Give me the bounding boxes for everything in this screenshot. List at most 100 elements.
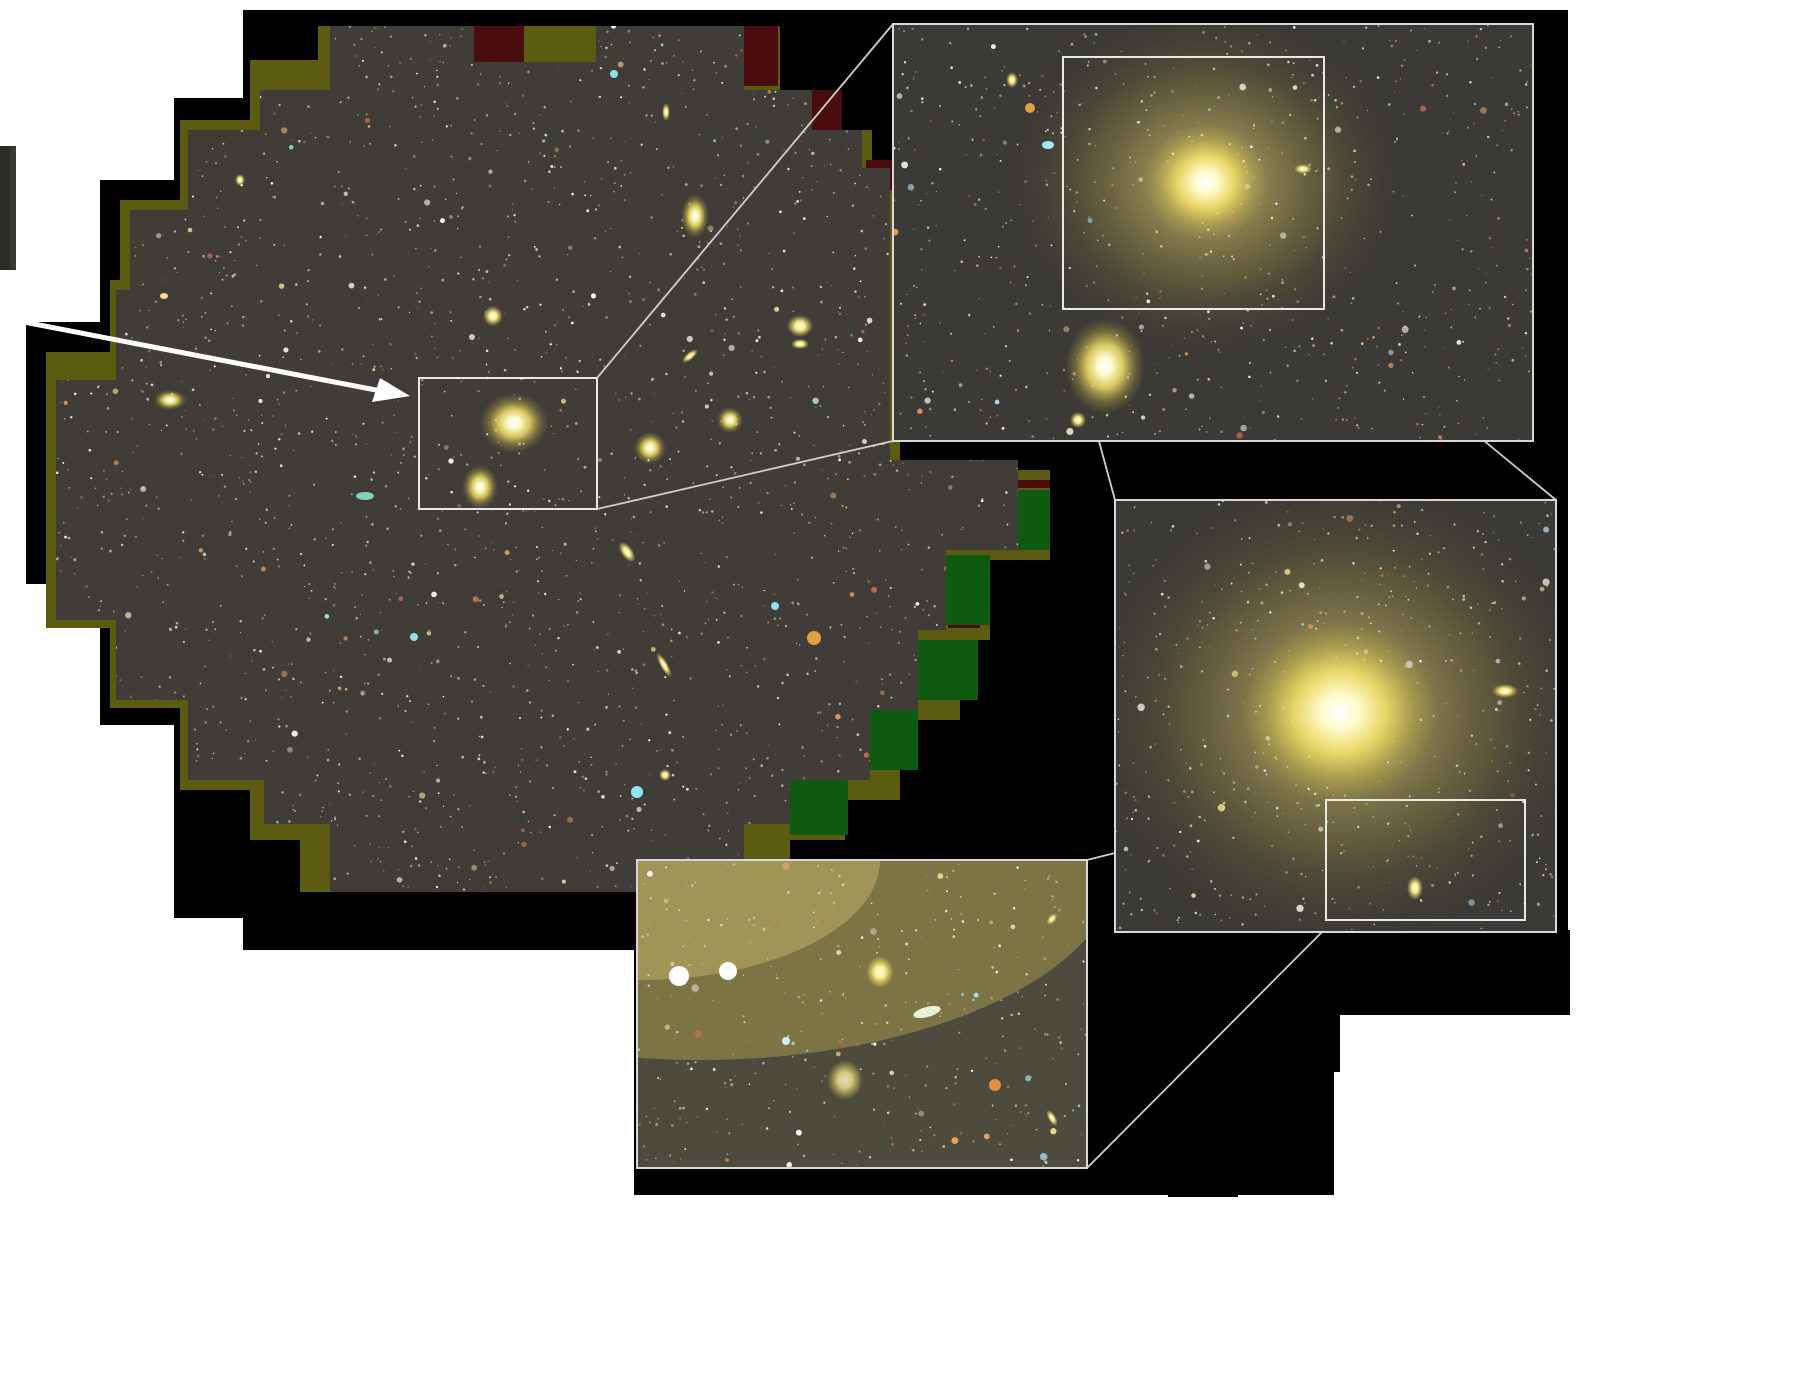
star: [1025, 1113, 1027, 1115]
star: [129, 695, 133, 699]
star: [1394, 566, 1397, 569]
star: [1510, 108, 1513, 111]
star: [130, 785, 133, 788]
star: [544, 133, 548, 137]
star: [249, 491, 251, 493]
star: [159, 364, 163, 367]
star: [539, 152, 542, 155]
star: [747, 918, 751, 922]
star: [166, 48, 169, 52]
star: [1388, 103, 1391, 106]
star: [1006, 1085, 1010, 1089]
star: [372, 568, 375, 571]
star: [1239, 621, 1242, 624]
star: [1282, 813, 1284, 815]
star: [125, 860, 127, 862]
star: [455, 96, 459, 100]
star: [234, 259, 236, 262]
star: [390, 453, 393, 456]
star: [1264, 905, 1266, 907]
star: [572, 663, 574, 666]
star: [610, 43, 613, 46]
star: [312, 319, 314, 321]
star: [743, 1021, 746, 1024]
star: [1331, 897, 1334, 900]
star: [159, 361, 163, 364]
star: [726, 668, 728, 671]
star: [489, 876, 491, 879]
star: [874, 1023, 877, 1025]
star: [939, 322, 941, 324]
star: [1005, 491, 1008, 494]
star: [934, 918, 937, 922]
star: [876, 952, 878, 954]
star: [1468, 289, 1471, 292]
star: [651, 421, 654, 423]
star: [436, 572, 439, 575]
star: [1508, 557, 1512, 561]
star: [1302, 897, 1305, 900]
star: [870, 928, 877, 935]
star: [1434, 283, 1436, 286]
star: [457, 272, 460, 275]
star: [1130, 854, 1133, 856]
star: [593, 648, 595, 651]
star: [184, 410, 186, 412]
star: [1023, 888, 1025, 890]
star: [826, 281, 828, 284]
star: [1316, 169, 1319, 171]
star: [1182, 114, 1185, 117]
star: [44, 794, 47, 797]
star: [1446, 585, 1450, 589]
star: [265, 508, 269, 512]
star: [150, 737, 152, 739]
star: [711, 510, 714, 513]
star: [423, 771, 425, 773]
star: [966, 27, 970, 30]
star: [917, 408, 923, 414]
star: [219, 604, 222, 607]
star: [100, 600, 102, 603]
star: [397, 705, 400, 707]
star: [747, 162, 749, 164]
star: [393, 414, 395, 416]
star: [279, 464, 283, 468]
star: [1307, 593, 1310, 595]
star: [643, 803, 646, 806]
star: [721, 516, 724, 518]
star: [830, 284, 833, 287]
star: [780, 784, 784, 788]
star: [629, 41, 631, 44]
star: [1301, 623, 1304, 626]
star: [710, 370, 713, 372]
star: [821, 1080, 823, 1082]
star: [495, 876, 497, 878]
star: [1438, 406, 1440, 408]
star: [221, 473, 224, 476]
star: [1540, 687, 1542, 690]
star: [1050, 244, 1053, 247]
star: [397, 306, 400, 309]
star: [947, 993, 949, 995]
star: [1004, 345, 1008, 348]
star: [1032, 220, 1034, 222]
star: [1498, 379, 1500, 382]
star: [1284, 568, 1291, 575]
star: [182, 326, 184, 328]
star: [630, 392, 633, 395]
star: [1470, 250, 1473, 253]
star: [492, 549, 495, 551]
star: [1507, 780, 1510, 782]
star: [50, 248, 51, 249]
star: [501, 593, 504, 595]
star: [157, 507, 160, 510]
star: [48, 309, 50, 311]
star: [900, 549, 902, 551]
star: [1178, 653, 1180, 655]
star: [225, 729, 227, 731]
star: [464, 528, 467, 531]
star: [690, 924, 693, 926]
star: [726, 1023, 729, 1026]
star: [476, 511, 479, 514]
star: [95, 26, 98, 29]
